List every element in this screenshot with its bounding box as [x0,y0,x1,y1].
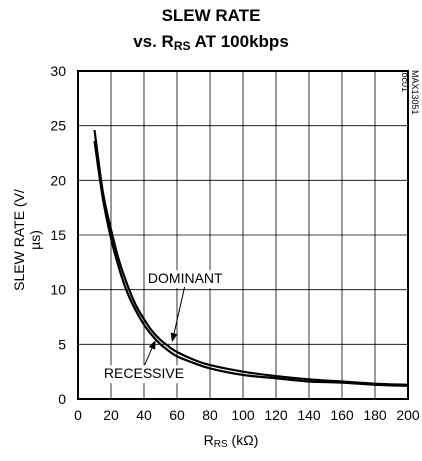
x-tick-label: 0 [74,407,82,423]
x-tick-label: 120 [264,407,288,423]
annotation-label-recessive: RECESSIVE [104,365,184,381]
x-tick-label: 180 [363,407,387,423]
x-tick-label: 140 [297,407,321,423]
y-tick-label: 10 [50,282,66,298]
annotation-arrowhead-recessive [148,339,156,350]
x-tick-label: 100 [231,407,255,423]
chart-ticks: 0 20 40 60 80 100 120 140 160 180 200 0 5 10 15 20 25 30 [50,63,419,423]
annotation-arrowhead-dominant [170,332,178,343]
x-tick-label: 60 [169,407,185,423]
x-tick-label: 20 [103,407,119,423]
annotation-bg-dominant [144,270,226,289]
y-tick-label: 15 [50,227,66,243]
y-tick-label: 0 [58,391,66,407]
x-tick-label: 160 [330,407,354,423]
chart-series [93,129,409,387]
chart-title-line1: SLEW RATE [161,6,261,25]
annotation-leader-dominant [173,286,186,334]
y-tick-label: 30 [50,63,66,79]
plot-frame [77,70,409,400]
x-tick-label: 80 [202,407,218,423]
chart-grid [77,70,409,400]
x-tick-label: 40 [136,407,152,423]
chart-title-line2: vs. RRS AT 100kbps [133,32,289,53]
y-tick-label: 25 [50,118,66,134]
series-line-dominant [93,129,409,386]
x-axis-label: RRS (kΩ) [203,432,259,450]
annotation-bg-recessive [100,365,188,384]
annotation-label-dominant: DOMINANT [148,270,223,286]
chart-annotations: DOMINANT RECESSIVE [100,270,226,384]
y-tick-label: 5 [58,336,66,352]
annotation-leader-recessive [144,348,153,366]
x-tick-label: 200 [396,407,420,423]
y-tick-label: 20 [50,172,66,188]
series-line-recessive [93,140,409,387]
